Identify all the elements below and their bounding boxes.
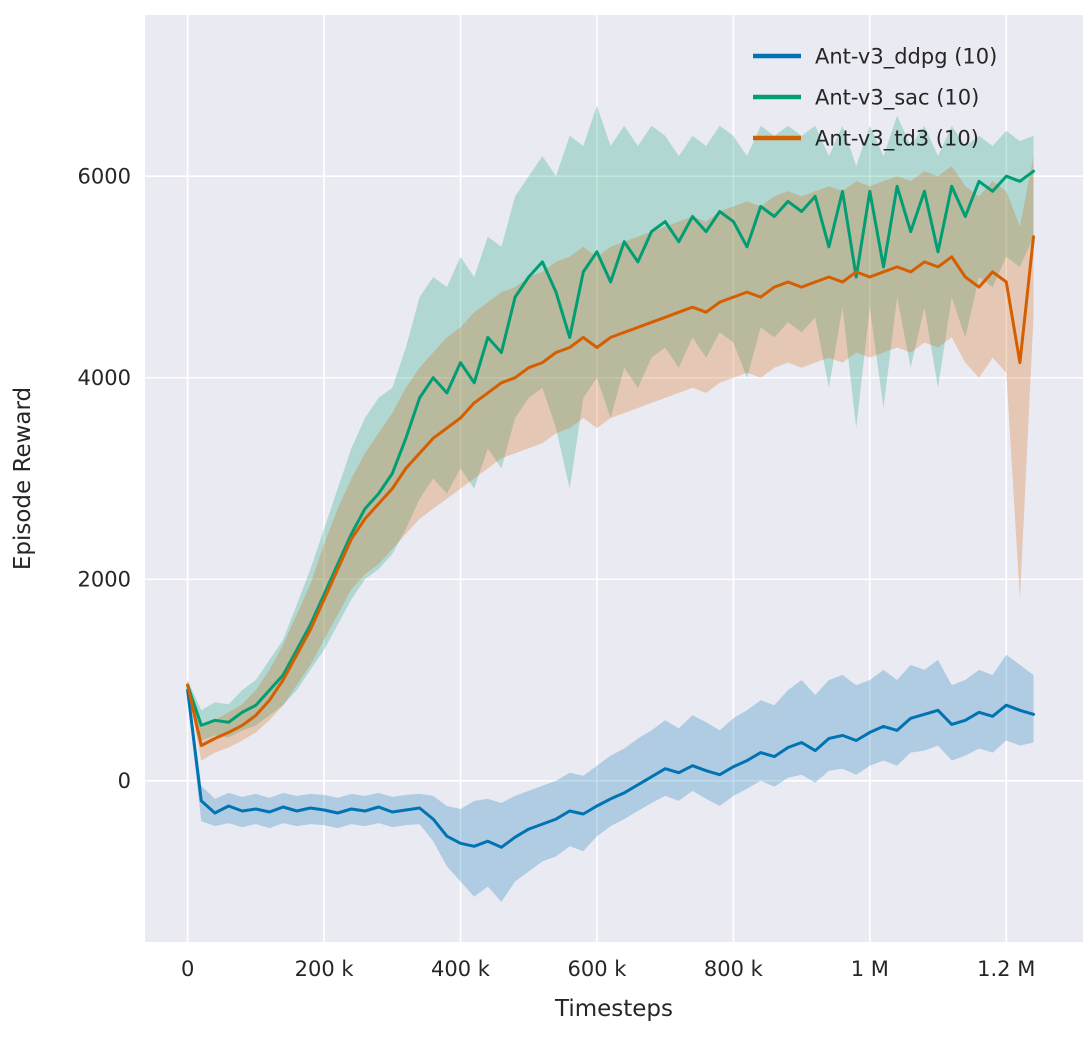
confidence-band-Ant-v3_td3 (10): [187, 156, 1034, 761]
legend-item: Ant-v3_ddpg (10): [753, 44, 997, 69]
x-axis-label: Timesteps: [554, 996, 673, 1022]
confidence-band-Ant-v3_ddpg (10): [187, 654, 1034, 902]
y-tick-label: 0: [118, 769, 131, 793]
y-tick-label: 4000: [78, 366, 131, 390]
legend: Ant-v3_ddpg (10) Ant-v3_sac (10) Ant-v3_td…: [753, 44, 997, 151]
series-line-Ant-v3_sac (10): [186, 169, 1035, 727]
legend-label: Ant-v3_ddpg (10): [815, 44, 997, 69]
series-line-Ant-v3_ddpg (10): [186, 688, 1035, 849]
legend-label: Ant-v3_td3 (10): [815, 126, 979, 151]
y-tick-label: 6000: [78, 165, 131, 189]
x-tick-label: 200 k: [295, 957, 355, 981]
x-tick-label: 800 k: [704, 957, 764, 981]
x-tick-label: 0: [181, 957, 194, 981]
legend-item: Ant-v3_td3 (10): [753, 126, 979, 151]
series-line-Ant-v3_td3 (10): [186, 235, 1035, 747]
x-tick-label: 600 k: [567, 957, 627, 981]
legend-item: Ant-v3_sac (10): [753, 85, 979, 110]
axes-background: [145, 15, 1083, 942]
y-tick-label: 2000: [78, 568, 131, 592]
legend-label: Ant-v3_sac (10): [815, 85, 979, 110]
y-axis-label: Episode Reward: [10, 387, 36, 570]
x-tick-label: 1 M: [851, 957, 889, 981]
confidence-band-Ant-v3_sac (10): [187, 105, 1034, 741]
x-tick-label: 1.2 M: [977, 957, 1035, 981]
x-tick-label: 400 k: [431, 957, 491, 981]
gridlines: [145, 15, 1083, 942]
